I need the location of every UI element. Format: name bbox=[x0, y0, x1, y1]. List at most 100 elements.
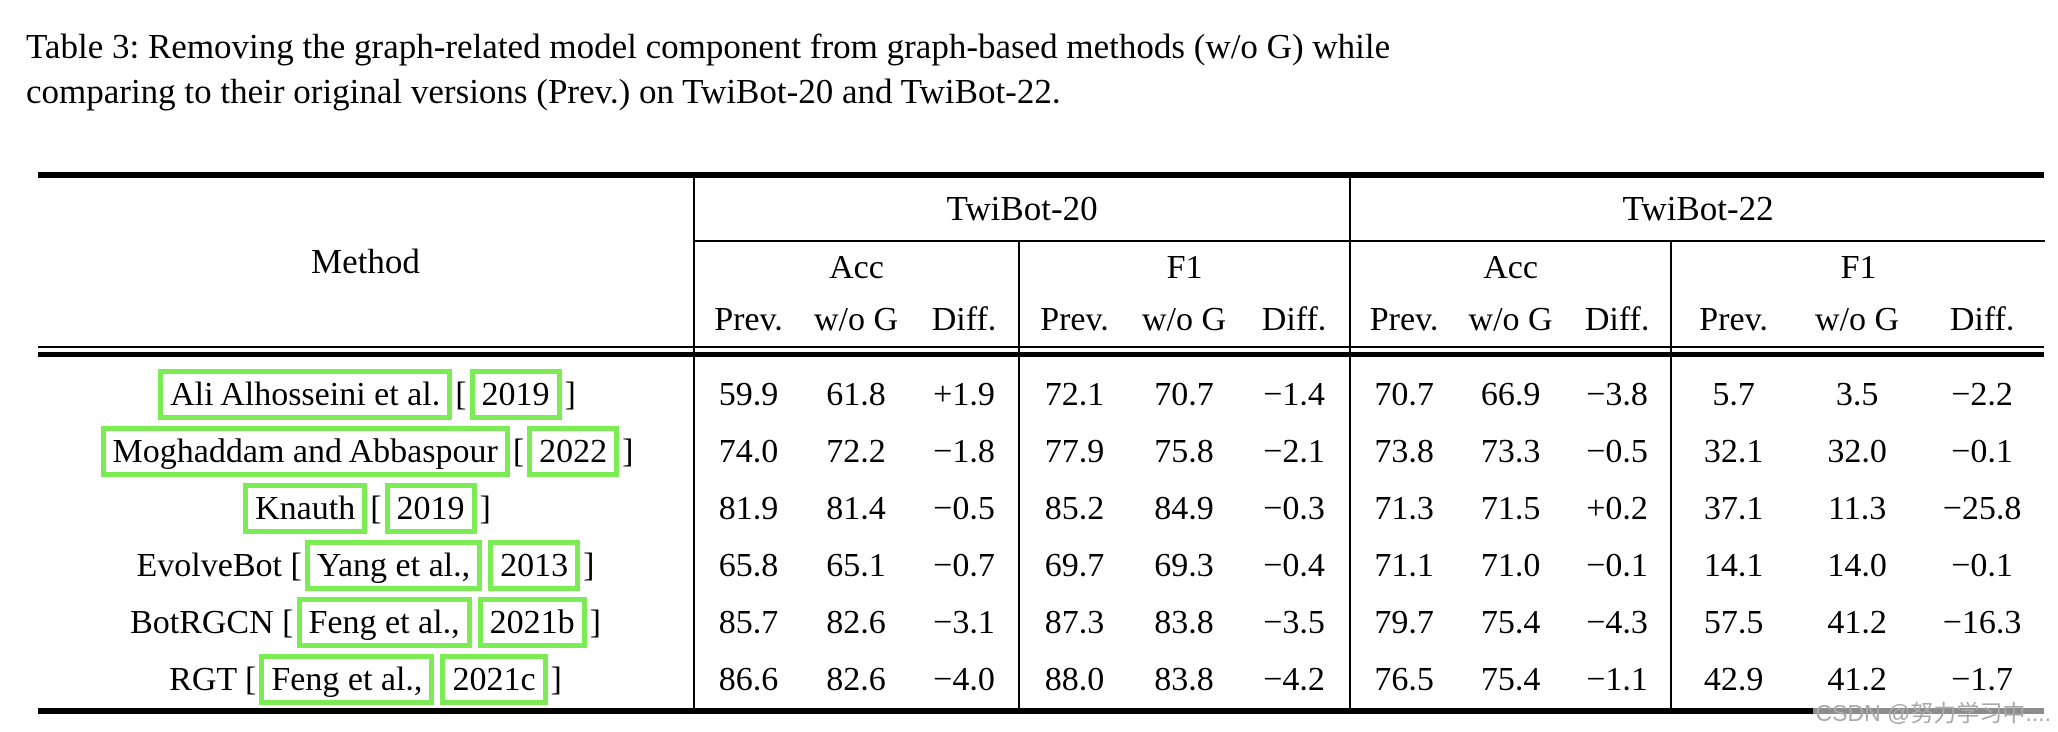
cell-wog: 73.3 bbox=[1480, 432, 1541, 470]
subheader-wog: w/o G bbox=[1468, 301, 1553, 338]
cell-diff: −0.5 bbox=[1586, 432, 1648, 470]
cell-prev: 32.1 bbox=[1670, 423, 1796, 480]
cell-wog: 61.8 bbox=[826, 375, 886, 413]
cell-wog: 81.4 bbox=[826, 489, 886, 527]
method-text: ] bbox=[550, 660, 562, 698]
cell-diff: +1.9 bbox=[933, 375, 995, 413]
cell-wog: 83.8 bbox=[1154, 603, 1214, 641]
column-header-acc: Acc bbox=[1349, 241, 1672, 294]
column-header-acc: Acc bbox=[693, 241, 1019, 294]
cell-diff: −0.7 bbox=[933, 546, 995, 584]
cell-diff: −0.4 bbox=[1263, 546, 1325, 584]
method-text: ] bbox=[622, 432, 634, 470]
subheader-diff: Diff. bbox=[931, 301, 997, 338]
method-text: EvolveBot [ bbox=[136, 546, 302, 584]
subheader-wog: w/o G bbox=[813, 301, 899, 338]
cell-wog: 75.8 bbox=[1154, 432, 1214, 470]
method-text: ] bbox=[583, 546, 595, 584]
column-header-method: Method bbox=[311, 242, 420, 281]
citation-link[interactable]: Knauth bbox=[243, 482, 368, 535]
cell-prev: 57.5 bbox=[1670, 594, 1796, 651]
cell-wog: 70.7 bbox=[1154, 375, 1214, 413]
subheader-diff: Diff. bbox=[1584, 301, 1650, 338]
cell-prev: 65.8 bbox=[693, 537, 802, 594]
citation-year-link[interactable]: 2019 bbox=[469, 368, 562, 421]
cell-diff: −4.3 bbox=[1586, 603, 1648, 641]
citation-link[interactable]: Ali Alhosseini et al. bbox=[158, 368, 453, 421]
cell-prev: 76.5 bbox=[1349, 651, 1458, 708]
cell-prev: 59.9 bbox=[693, 346, 802, 423]
subheader-prev: Prev. bbox=[1670, 294, 1796, 346]
caption-line-1: Table 3: Removing the graph-related mode… bbox=[26, 27, 1391, 66]
method-text: BotRGCN [ bbox=[130, 603, 294, 641]
cell-prev: 74.0 bbox=[693, 423, 802, 480]
method-text: ] bbox=[479, 489, 491, 527]
citation-link[interactable]: Yang et al., bbox=[304, 539, 483, 592]
cell-prev: 79.7 bbox=[1349, 594, 1458, 651]
cell-diff: −1.1 bbox=[1586, 660, 1648, 698]
cell-diff: −3.5 bbox=[1263, 603, 1325, 641]
citation-year-link[interactable]: 2021c bbox=[440, 653, 548, 706]
cell-wog: 72.2 bbox=[826, 432, 886, 470]
cell-prev: 70.7 bbox=[1349, 346, 1458, 423]
cell-wog: 71.0 bbox=[1480, 546, 1541, 584]
cell-prev: 85.2 bbox=[1018, 480, 1129, 537]
cell-prev: 71.1 bbox=[1349, 537, 1458, 594]
table-row: RGT [Feng et al., 2021c] 86.6 82.6 −4.0 8… bbox=[38, 651, 2045, 708]
method-cell: RGT [Feng et al., 2021c] bbox=[38, 651, 694, 708]
method-cell: Knauth[2019] bbox=[38, 480, 694, 537]
citation-link[interactable]: Feng et al., bbox=[296, 596, 472, 649]
table-row: Ali Alhosseini et al.[2019] 59.9 61.8 +1… bbox=[38, 346, 2045, 423]
cell-wog: 65.1 bbox=[826, 546, 886, 584]
table-caption: Table 3: Removing the graph-related mode… bbox=[26, 24, 2038, 114]
cell-wog: 71.5 bbox=[1480, 489, 1541, 527]
table-row: Moghaddam and Abbaspour[2022] 74.0 72.2 … bbox=[38, 423, 2045, 480]
cell-wog: 82.6 bbox=[826, 603, 886, 641]
method-text: ] bbox=[589, 603, 601, 641]
cell-diff: −0.5 bbox=[933, 489, 995, 527]
column-header-f1: F1 bbox=[1017, 241, 1351, 294]
citation-year-link[interactable]: 2013 bbox=[488, 539, 581, 592]
column-header-f1: F1 bbox=[1670, 241, 2046, 294]
cell-wog: 75.4 bbox=[1480, 603, 1541, 641]
citation-link[interactable]: Feng et al., bbox=[259, 653, 435, 706]
subheader-diff: Diff. bbox=[1949, 301, 2015, 338]
cell-diff: −4.2 bbox=[1263, 660, 1325, 698]
subheader-prev: Prev. bbox=[693, 294, 802, 346]
cell-prev: 77.9 bbox=[1018, 423, 1129, 480]
cell-wog: 82.6 bbox=[826, 660, 886, 698]
cell-prev: 37.1 bbox=[1670, 480, 1796, 537]
caption-line-2: comparing to their original versions (Pr… bbox=[26, 72, 1061, 111]
cell-diff: −16.3 bbox=[1942, 603, 2022, 641]
method-text: [ bbox=[512, 432, 525, 470]
table-top-rule bbox=[38, 172, 2044, 178]
cell-diff: −2.1 bbox=[1263, 432, 1325, 470]
citation-year-link[interactable]: 2021b bbox=[477, 596, 587, 649]
cell-wog: 66.9 bbox=[1480, 375, 1541, 413]
column-header-twibot20: TwiBot-20 bbox=[692, 178, 1351, 242]
cell-wog: 32.0 bbox=[1827, 432, 1887, 470]
method-cell: Ali Alhosseini et al.[2019] bbox=[38, 346, 694, 423]
cell-prev: 87.3 bbox=[1018, 594, 1129, 651]
method-cell: Moghaddam and Abbaspour[2022] bbox=[38, 423, 694, 480]
cell-prev: 81.9 bbox=[693, 480, 802, 537]
cell-diff: −25.8 bbox=[1942, 489, 2022, 527]
cell-prev: 86.6 bbox=[693, 651, 802, 708]
subheader-prev: Prev. bbox=[1018, 294, 1129, 346]
table-row: EvolveBot [Yang et al., 2013] 65.8 65.1 −… bbox=[38, 537, 2045, 594]
cell-wog: 11.3 bbox=[1827, 489, 1887, 527]
subheader-wog: w/o G bbox=[1141, 301, 1227, 338]
citation-year-link[interactable]: 2019 bbox=[384, 482, 477, 535]
cell-prev: 88.0 bbox=[1018, 651, 1129, 708]
cell-diff: −4.0 bbox=[933, 660, 995, 698]
cell-wog: 84.9 bbox=[1154, 489, 1214, 527]
cell-prev: 69.7 bbox=[1018, 537, 1129, 594]
cell-prev: 14.1 bbox=[1670, 537, 1796, 594]
table-bottom-rule bbox=[38, 708, 2044, 714]
csdn-watermark: CSDN @努力学习中.... bbox=[1812, 694, 2054, 728]
table-header-double-rule bbox=[38, 346, 2044, 357]
citation-year-link[interactable]: 2022 bbox=[527, 425, 620, 478]
citation-link[interactable]: Moghaddam and Abbaspour bbox=[100, 425, 510, 478]
cell-prev: 85.7 bbox=[693, 594, 802, 651]
